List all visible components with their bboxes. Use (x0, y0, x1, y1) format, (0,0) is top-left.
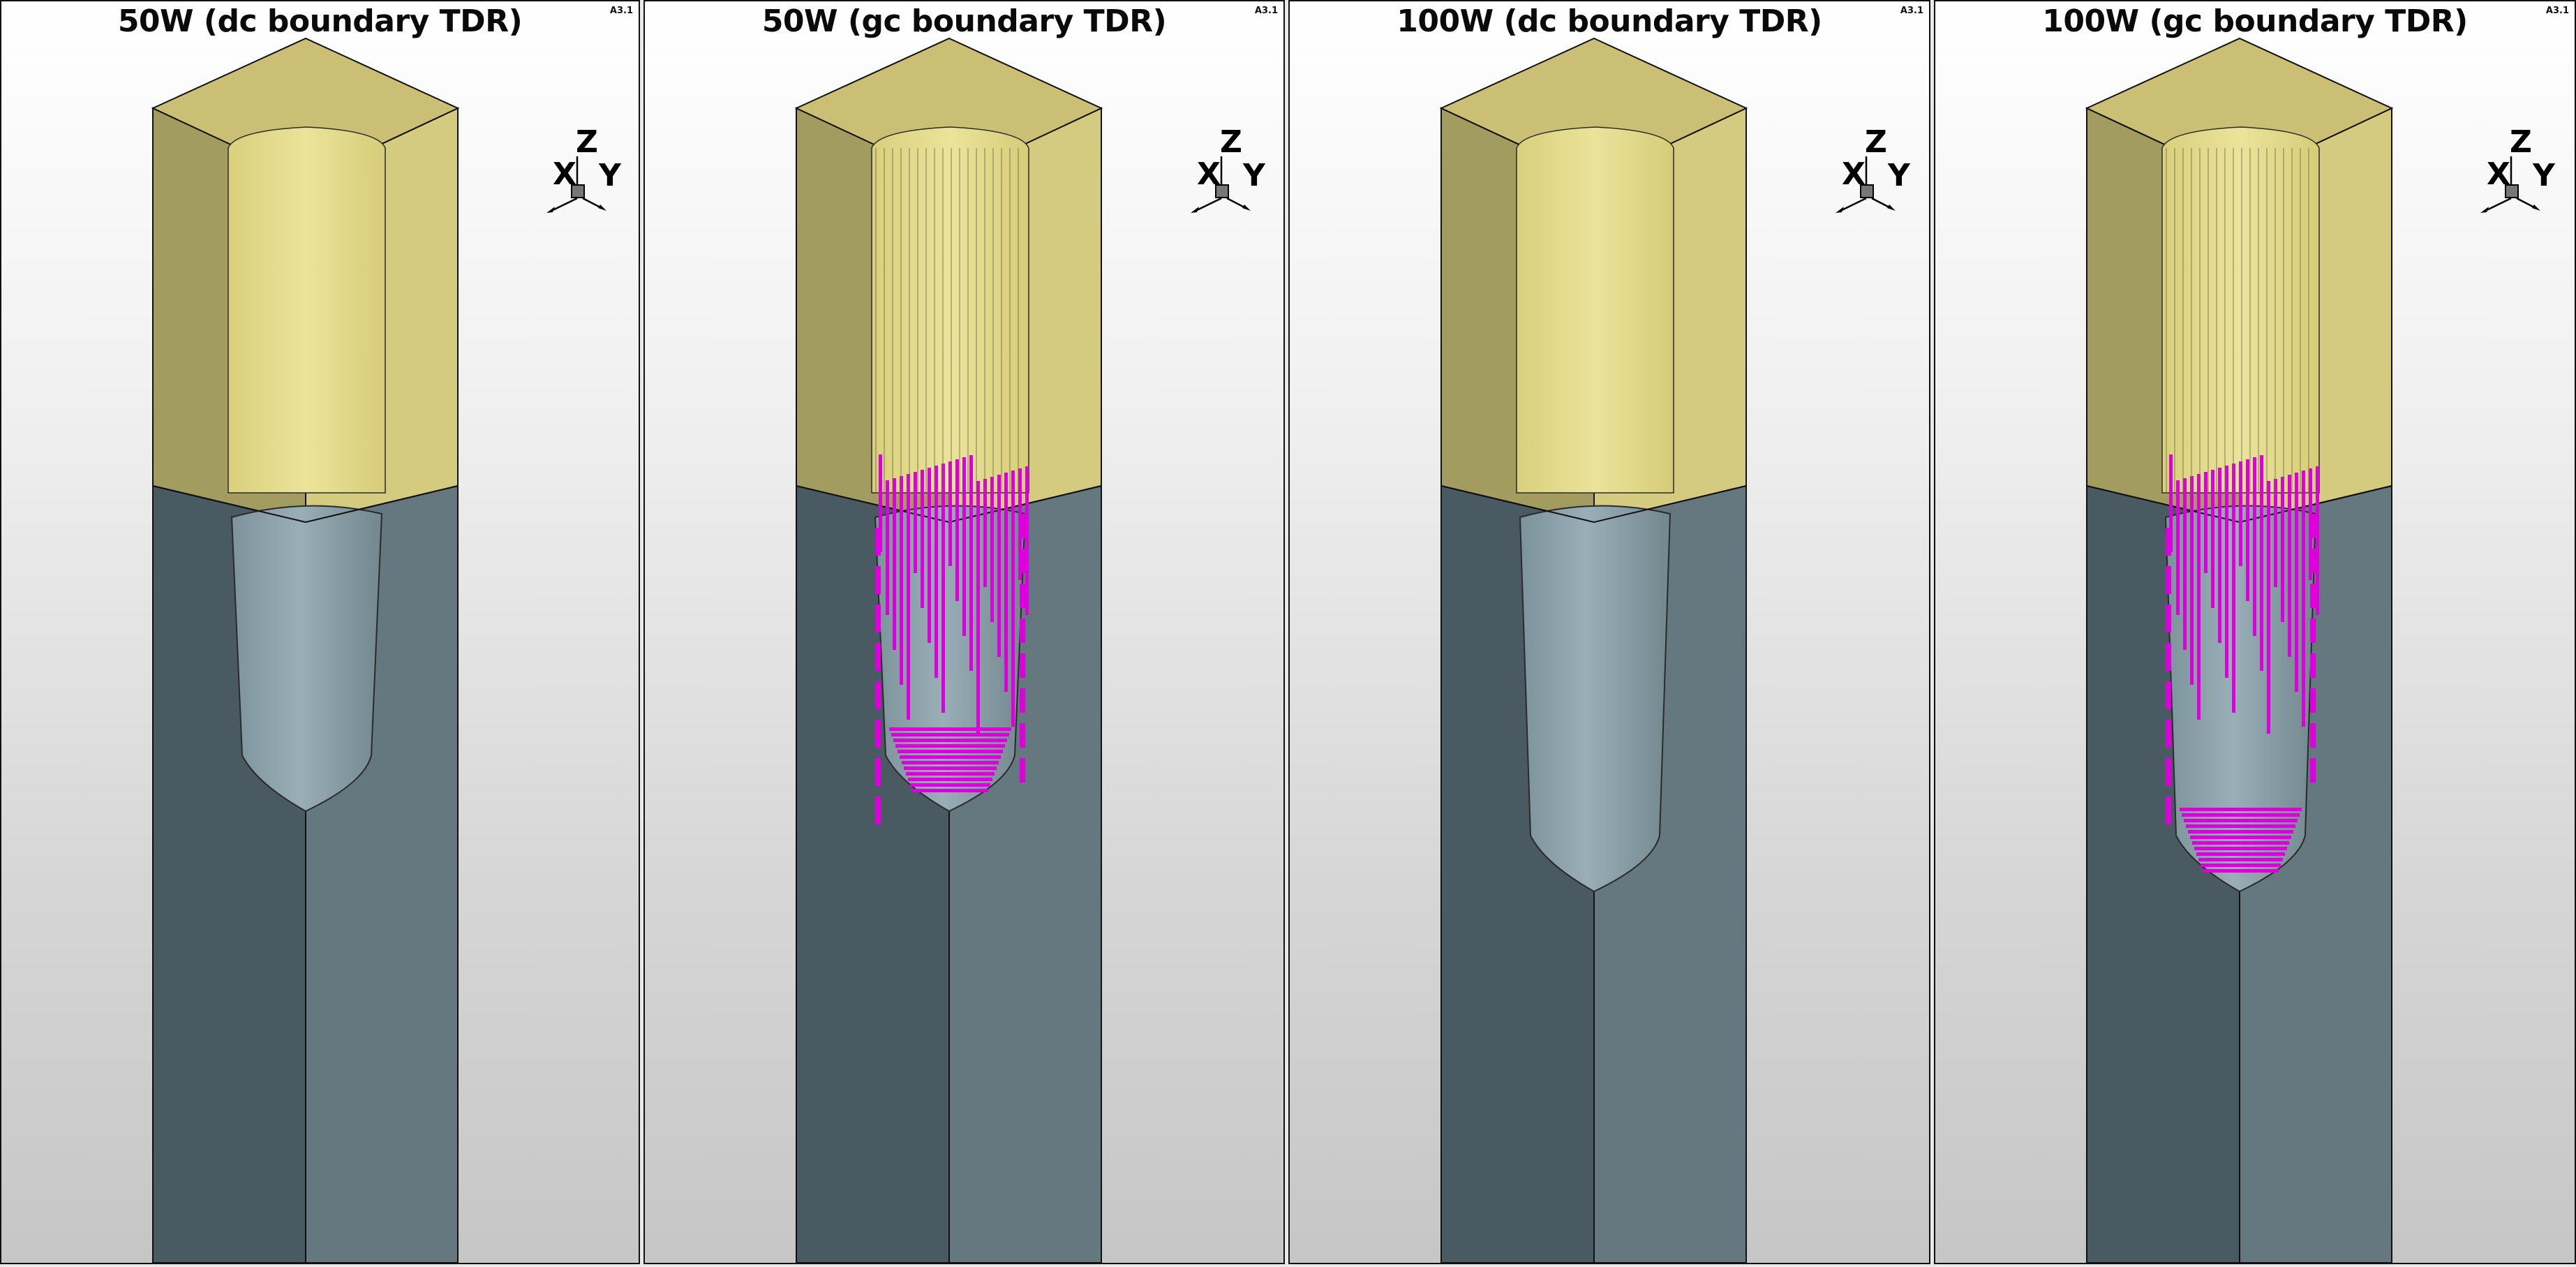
material-interface-line (1440, 485, 1747, 524)
cavity-upper-wall (1516, 126, 1674, 494)
viewport-scene[interactable] (1290, 1, 1929, 1263)
viewport-version: A3.1 (1900, 6, 1923, 16)
trench-model-svg[interactable] (1, 1, 639, 1263)
trench-model-svg[interactable] (645, 1, 1283, 1263)
viewport-title: 50W (dc boundary TDR) (117, 3, 523, 39)
viewport-50w-dc[interactable]: 50W (dc boundary TDR) A3.1 Z X Y (0, 0, 640, 1264)
axis-y-label: Y (599, 158, 621, 193)
axis-z-label: Z (1220, 124, 1242, 160)
cavity-ridge-lines (2166, 148, 2309, 493)
axis-triad-icon[interactable]: Z X Y (1826, 121, 1929, 226)
highlight-stripes (875, 454, 1029, 824)
viewport-version: A3.1 (2545, 6, 2569, 16)
axis-triad-icon[interactable]: Z X Y (1182, 121, 1283, 226)
cavity-lower-wall (1519, 505, 1672, 893)
viewport-scene[interactable] (1935, 1, 2575, 1263)
cavity-upper-wall (2161, 126, 2320, 494)
axis-z-label: Z (576, 124, 598, 160)
axis-y-label: Y (1888, 158, 1910, 193)
axis-z-label: Z (2510, 124, 2532, 160)
axis-y-label: Y (1243, 158, 1265, 193)
viewport-title: 50W (gc boundary TDR) (761, 3, 1167, 39)
axis-triad-graphic (2480, 156, 2540, 213)
viewport-version: A3.1 (1254, 6, 1278, 16)
material-interface-line (152, 485, 459, 524)
highlight-stripes (2166, 454, 2319, 873)
viewport-title: 100W (gc boundary TDR) (2042, 3, 2468, 39)
trench-model-svg[interactable] (1935, 1, 2575, 1263)
axis-y-label: Y (2533, 158, 2555, 193)
viewport-scene[interactable] (1, 1, 639, 1263)
viewport-50w-gc[interactable]: 50W (gc boundary TDR) A3.1 Z X Y (643, 0, 1285, 1264)
axis-z-label: Z (1865, 124, 1887, 160)
trench-model-svg[interactable] (1290, 1, 1929, 1263)
cavity-lower-wall (230, 505, 383, 813)
cavity-upper-wall (228, 126, 386, 494)
axis-triad-graphic (1191, 156, 1251, 213)
axis-triad-graphic (1836, 156, 1896, 213)
axis-triad-graphic (546, 156, 606, 213)
axis-triad-icon[interactable]: Z X Y (537, 121, 639, 226)
cavity-ridge-lines (875, 148, 1019, 493)
viewport-version: A3.1 (609, 6, 633, 16)
viewport-title: 100W (dc boundary TDR) (1397, 3, 1822, 39)
viewport-100w-dc[interactable]: 100W (dc boundary TDR) A3.1 Z X Y (1288, 0, 1930, 1264)
cavity-upper-wall (871, 126, 1029, 494)
viewport-scene[interactable] (645, 1, 1283, 1263)
axis-triad-icon[interactable]: Z X Y (2471, 121, 2575, 226)
viewport-100w-gc[interactable]: 100W (gc boundary TDR) A3.1 Z X Y (1934, 0, 2576, 1264)
